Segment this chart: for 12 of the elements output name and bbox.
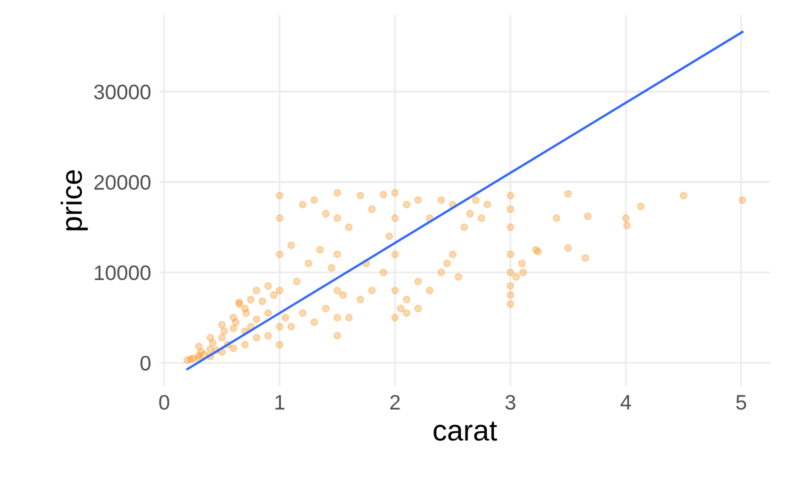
- x-tick-label: 1: [275, 395, 284, 410]
- x-tick-label: 5: [736, 395, 746, 410]
- y-tick-label: 10000: [94, 265, 150, 280]
- y-tick-label: 30000: [94, 84, 150, 100]
- x-tick-label: 2: [390, 394, 400, 410]
- x-axis-title: carat: [434, 422, 498, 441]
- x-tick-label: 4: [620, 395, 632, 410]
- x-tick-label: 3: [505, 394, 516, 410]
- x-tick-label: 0: [159, 394, 170, 410]
- y-axis-title: price: [60, 170, 88, 230]
- y-tick-label: 0: [140, 356, 150, 371]
- y-tick-label: 20000: [94, 175, 150, 190]
